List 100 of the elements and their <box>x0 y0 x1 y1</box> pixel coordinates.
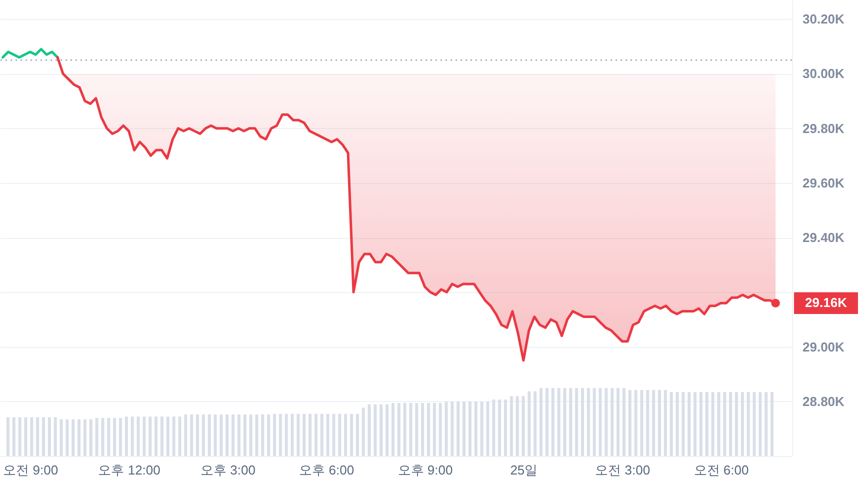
y-tick-label: 28.80K <box>802 394 846 409</box>
bar <box>545 388 548 456</box>
bar <box>610 388 614 456</box>
bar <box>95 418 98 456</box>
bar <box>628 390 632 456</box>
bar <box>184 414 188 456</box>
bar <box>581 388 584 456</box>
bar <box>278 414 282 456</box>
bar <box>438 402 442 456</box>
bar <box>332 414 336 456</box>
bar <box>664 390 667 456</box>
bar <box>640 390 644 456</box>
bar <box>18 417 22 456</box>
y-tick-label: 29.00K <box>802 339 846 354</box>
bar <box>688 392 691 456</box>
bar <box>160 416 164 456</box>
bar <box>326 414 330 456</box>
bar <box>314 414 318 456</box>
bar <box>403 402 406 456</box>
bar <box>302 414 306 456</box>
bar <box>444 402 448 456</box>
bar <box>243 414 246 456</box>
x-tick-label: 오후 6:00 <box>299 462 354 478</box>
bar <box>540 388 543 456</box>
x-tick-label: 오전 6:00 <box>694 462 749 478</box>
bar <box>427 402 430 456</box>
bar <box>83 419 86 456</box>
bar <box>468 402 472 456</box>
bar <box>421 402 424 456</box>
bar <box>24 417 28 456</box>
bar <box>296 414 300 456</box>
bar <box>386 404 389 456</box>
x-tick-label: 오후 9:00 <box>398 462 453 478</box>
bar <box>711 392 714 456</box>
line-series <box>1 48 59 59</box>
bar <box>374 404 377 456</box>
bar <box>226 414 229 456</box>
y-tick-label: 29.80K <box>802 120 846 136</box>
bar <box>450 402 454 456</box>
bar <box>380 404 383 456</box>
bar <box>598 388 602 456</box>
bar <box>214 414 217 456</box>
bar <box>54 417 57 456</box>
bar <box>48 417 51 456</box>
bar <box>196 414 199 456</box>
bar <box>740 392 744 456</box>
bar <box>770 392 774 456</box>
bar <box>522 396 525 456</box>
bar <box>409 402 412 456</box>
bar <box>699 392 702 456</box>
bar <box>682 392 685 456</box>
bar <box>397 402 400 456</box>
bar <box>249 414 252 456</box>
bar <box>172 416 176 456</box>
bar <box>6 417 10 456</box>
bar <box>308 414 312 456</box>
bar <box>267 414 270 456</box>
bar <box>72 419 75 456</box>
x-tick-label: 오전 9:00 <box>3 462 58 478</box>
bar <box>480 402 484 456</box>
bar <box>504 400 507 456</box>
bar <box>516 396 519 456</box>
bar <box>694 392 697 456</box>
bar <box>107 418 110 456</box>
text: 29.16K <box>805 295 848 310</box>
bar <box>764 392 768 456</box>
bar <box>12 417 16 456</box>
bar <box>528 391 531 456</box>
bar <box>78 419 81 456</box>
y-tick-label: 30.00K <box>802 66 846 82</box>
bar <box>166 416 170 456</box>
bar <box>575 388 578 456</box>
bar <box>735 392 738 456</box>
bar <box>124 416 128 456</box>
bar <box>456 402 460 456</box>
bar <box>658 390 661 456</box>
bar <box>676 392 679 456</box>
bar <box>130 416 134 456</box>
bar <box>391 402 394 456</box>
bar <box>154 416 158 456</box>
bar <box>498 400 502 456</box>
bar <box>557 388 560 456</box>
bar <box>462 402 466 456</box>
bar <box>142 416 146 456</box>
bar <box>362 408 365 456</box>
bar <box>136 416 140 456</box>
bar <box>729 392 732 456</box>
bar <box>563 388 566 456</box>
bar <box>746 392 750 456</box>
bar <box>101 418 104 456</box>
bar <box>232 414 235 456</box>
bar <box>758 392 762 456</box>
bar <box>604 388 608 456</box>
bar <box>486 402 490 456</box>
bar <box>534 391 537 456</box>
bar <box>752 392 756 456</box>
bar <box>113 418 116 456</box>
bar <box>592 388 596 456</box>
x-tick-label: 25일 <box>510 462 538 478</box>
bar <box>356 414 359 456</box>
